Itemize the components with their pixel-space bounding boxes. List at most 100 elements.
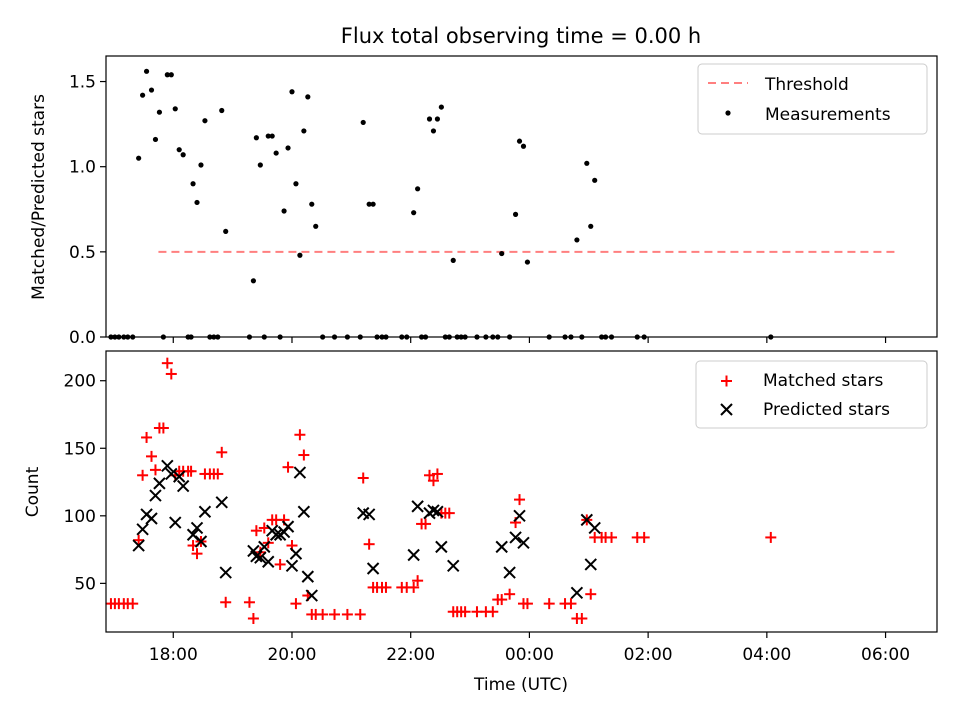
predicted-stars-point — [509, 531, 522, 544]
legend-threshold-label: Threshold — [764, 75, 849, 95]
measurement-point — [198, 162, 204, 168]
measurement-point — [411, 210, 417, 216]
predicted-stars-point — [198, 505, 212, 518]
predicted-stars-point — [176, 479, 190, 493]
matched-stars-point — [427, 475, 439, 487]
predicted-stars-point — [570, 586, 584, 600]
predicted-stars-point — [513, 509, 526, 523]
matched-stars-point — [504, 588, 516, 600]
y-tick-label: 0.5 — [69, 243, 96, 263]
measurement-point — [415, 186, 421, 192]
measurement-point — [219, 107, 225, 114]
legend-predicted-swatch — [720, 403, 733, 416]
x-tick-label: 18:00 — [149, 645, 198, 665]
predicted-stars-point — [584, 558, 597, 571]
count-y-axis-label: Count — [23, 466, 43, 517]
predicted-stars-point — [269, 528, 283, 541]
measurement-point — [172, 106, 178, 112]
measurement-point — [164, 72, 170, 78]
measurement-point — [499, 250, 505, 257]
measurement-point — [257, 162, 263, 168]
predicted-stars-point — [447, 559, 460, 573]
predicted-stars-point — [215, 496, 228, 509]
count-axes-frame — [105, 350, 938, 633]
matched-stars-point — [157, 422, 169, 434]
predicted-stars-point — [262, 555, 275, 568]
measurement-point — [148, 87, 155, 93]
measurement-point — [194, 199, 200, 206]
predicted-stars-point — [495, 540, 508, 554]
measurement-point — [285, 145, 291, 151]
matched-stars-point — [638, 531, 650, 543]
matched-stars-point — [459, 606, 471, 618]
predicted-stars-point — [588, 521, 601, 535]
matched-stars-point — [585, 588, 597, 600]
matched-stars-point — [408, 581, 420, 593]
matched-stars-point — [149, 464, 161, 476]
matched-stars-point — [212, 468, 224, 480]
count-axis-ticks: 50 100 150 200 18:00 20:00 22:00 00:00 02:00 04:0… — [64, 372, 911, 665]
measurement-point — [297, 252, 303, 258]
predicted-stars-point — [254, 551, 267, 564]
y-tick-label: 0.0 — [69, 328, 96, 348]
matched-stars-point — [274, 558, 286, 570]
matched-stars-point — [765, 531, 777, 543]
measurement-point — [281, 208, 287, 214]
y-tick-label: 200 — [64, 372, 96, 392]
x-tick-label: 22:00 — [386, 645, 435, 665]
matched-stars-point — [496, 594, 508, 606]
legend-predicted-label: Predicted stars — [763, 400, 890, 420]
predicted-stars-point — [503, 566, 516, 579]
y-tick-label: 1.0 — [69, 158, 96, 178]
count-legend-box — [695, 360, 928, 429]
measurement-point — [223, 228, 229, 235]
matched-stars-point — [247, 612, 259, 624]
matched-stars-point — [521, 598, 533, 610]
x-tick-label: 06:00 — [861, 645, 910, 665]
predicted-stars-point — [281, 520, 295, 533]
count-panel: 50 100 150 200 18:00 20:00 22:00 00:00 02:00 04:0… — [23, 350, 938, 695]
matched-stars-point — [146, 450, 158, 462]
measurement-point — [202, 118, 208, 124]
predicted-stars-point — [258, 540, 271, 554]
measurement-point — [190, 181, 196, 187]
legend-measurements-swatch — [725, 110, 731, 116]
matched-stars-point — [412, 575, 424, 587]
predicted-stars-point — [145, 512, 158, 525]
predicted-stars-point — [132, 539, 145, 552]
legend-matched-label: Matched stars — [763, 371, 883, 391]
predicted-stars-point — [173, 470, 186, 483]
matched-stars-point — [137, 469, 149, 481]
predicted-stars-point — [362, 508, 376, 521]
predicted-stars-point — [277, 525, 291, 539]
ratio-panel: Flux total observing time = 0.00 h 0.00.… — [29, 24, 938, 348]
measurement-point — [524, 259, 531, 265]
measurement-point — [512, 211, 519, 217]
matched-stars-point — [431, 468, 443, 480]
matched-stars-point — [243, 596, 255, 608]
x-tick-label: 02:00 — [624, 645, 673, 665]
matched-stars-point — [565, 598, 577, 610]
measurement-point — [253, 135, 259, 141]
matched-stars-point — [357, 472, 369, 484]
measurement-point — [152, 136, 159, 143]
measurement-point — [273, 150, 279, 156]
ratio-y-axis-label: Matched/Predicted stars — [29, 94, 49, 300]
y-tick-label: 100 — [64, 507, 96, 527]
measurement-point — [293, 181, 299, 187]
matched-stars-point — [191, 548, 203, 560]
measurement-point — [265, 133, 271, 139]
matched-stars-point — [420, 518, 432, 530]
matched-stars-point — [165, 368, 177, 380]
predicted-stars-point — [219, 566, 232, 579]
ratio-axis-ticks: 0.0 0.5 1.0 1.5 — [69, 73, 887, 348]
measurement-point — [309, 201, 315, 207]
predicted-stars-point — [297, 505, 311, 518]
predicted-stars-point — [517, 536, 530, 550]
matched-stars-point — [161, 357, 173, 369]
matched-stars-point — [282, 461, 294, 473]
measurement-point — [574, 237, 580, 243]
matched-stars-point — [363, 538, 375, 550]
predicted-stars-point — [153, 477, 166, 490]
measurement-point — [360, 119, 366, 126]
